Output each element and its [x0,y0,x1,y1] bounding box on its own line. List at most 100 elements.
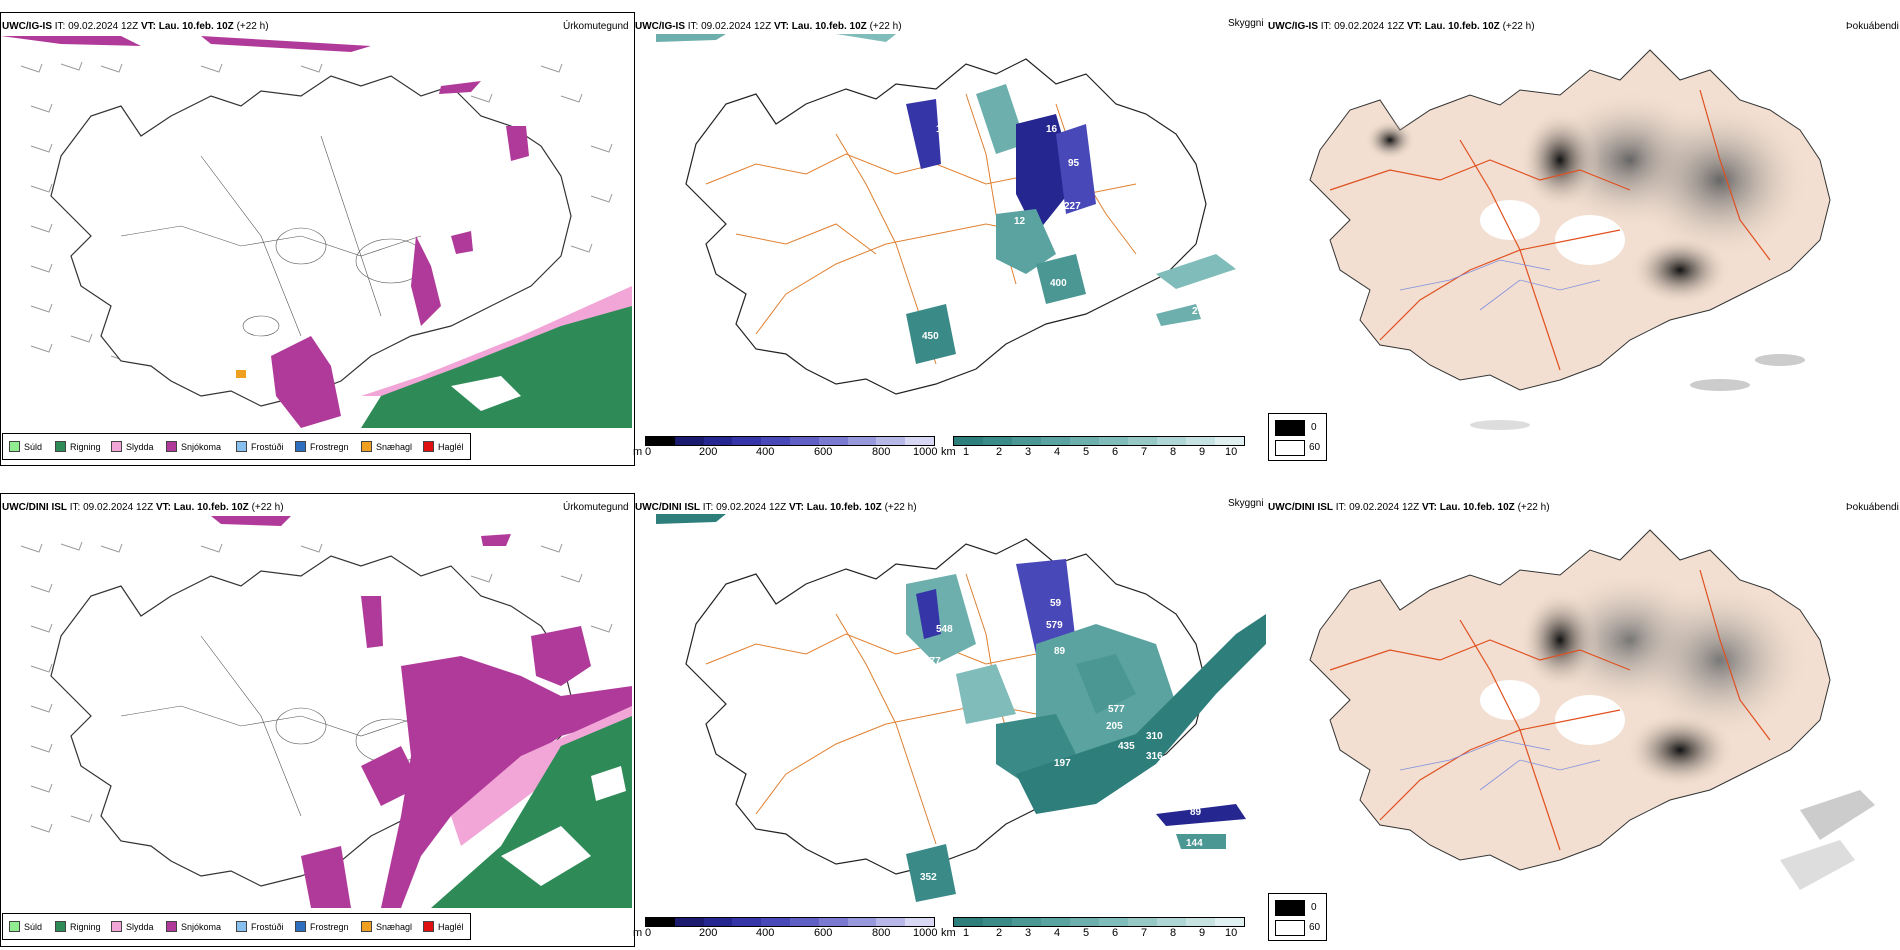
scale-unit-m: m [633,927,643,939]
legend-swatch [166,441,177,452]
visibility-label: 278 [1192,306,1209,317]
scale-unit-km: km [941,927,956,939]
legend-swatch [9,921,20,932]
colorbar-cell [1012,437,1041,445]
visibility-label: 579 [1046,620,1063,631]
visibility-map-bottom: 548 277 59 579 89 577 205 435 310 316 19… [656,514,1266,902]
legend-item: Súld [9,921,42,932]
scale-tick: 400 [756,927,775,939]
scale-tick: 7 [1141,446,1148,458]
scale-tick: 8 [1170,446,1177,458]
legend-item: Rigning [55,441,101,452]
colorbar-cell [983,437,1012,445]
scale-tick: 400 [756,446,775,458]
model-name: UWC/IG-IS [1268,21,1318,32]
panel-title-visibility: Skyggni [1228,498,1264,509]
colorbar-cell [1157,918,1186,926]
colorbar-cell [1012,918,1041,926]
visibility-label: 16 [1046,124,1058,135]
panel-header-bottom-left: UWC/DINI ISL IT: 09.02.2024 12Z VT: Lau.… [2,502,284,513]
scale-tick: 5 [1083,927,1090,939]
colorbar-cell [818,918,848,926]
legend-swatch [236,921,247,932]
legend-item: Snjókoma [166,921,221,932]
scale-tick: 5 [1083,446,1090,458]
visibility-label: 89 [1054,646,1066,657]
visibility-label: 310 [1146,731,1163,742]
panel-header-bottom-middle: UWC/DINI ISL IT: 09.02.2024 12Z VT: Lau.… [635,502,917,513]
colorbar-cell [1099,918,1128,926]
scale-tick: 9 [1199,927,1206,939]
legend-item: Rigning [55,921,101,932]
scale-tick: 2 [996,927,1003,939]
visibility-label: 548 [936,624,953,635]
valid-time-label: VT: [140,21,156,32]
model-name: UWC/DINI ISL [2,502,67,513]
valid-time-label: VT: [788,502,804,513]
legend-swatch [295,441,306,452]
legend-item: Snjókoma [166,441,221,452]
lead-time: (+22 h) [884,502,917,513]
panel-header-top-left: UWC/IG-IS IT: 09.02.2024 12Z VT: Lau. 10… [2,21,269,32]
colorbar-cell [703,437,733,445]
model-name: UWC/DINI ISL [1268,502,1333,513]
valid-time: Lau. 10.feb. 10Z [791,21,867,32]
valid-time: Lau. 10.feb. 10Z [173,502,249,513]
panel-header-bottom-right: UWC/DINI ISL IT: 09.02.2024 12Z VT: Lau.… [1268,502,1550,513]
legend-item: Slydda [111,921,154,932]
fog-label: 60 [1309,922,1321,933]
fog-legend-top: 0 60 [1268,413,1327,461]
visibility-colorbar-km [953,917,1245,927]
colorbar-cell [1041,918,1070,926]
precip-type-panel-top [0,12,635,466]
colorbar-cell [674,918,704,926]
visibility-label: 435 [1118,741,1135,752]
colorbar-cell [905,437,934,445]
colorbar-cell [1186,437,1215,445]
model-name: UWC/IG-IS [2,21,52,32]
scale-tick: 0 [645,446,652,458]
colorbar-cell [876,918,906,926]
visibility-scale-bottom: m 0 200 400 600 800 1000 km 1 2 3 4 5 6 … [633,917,1273,943]
scale-tick: 2 [996,446,1003,458]
valid-time: Lau. 10.feb. 10Z [1424,21,1500,32]
panel-title-fog: Þokuábendi [1846,21,1899,32]
visibility-label: 277 [924,656,941,667]
visibility-label: 450 [922,331,939,342]
colorbar-cell [761,918,790,926]
fog-label: 0 [1311,902,1317,913]
legend-item: Frostregn [295,921,349,932]
legend-item: Frostúði [236,921,284,932]
valid-time-label: VT: [773,21,789,32]
scale-tick: 800 [872,446,891,458]
precip-type-panel-bottom [0,493,635,947]
legend-swatch [55,441,66,452]
init-time: IT: 09.02.2024 12Z [1320,21,1405,32]
panel-title-fog: Þokuábendi [1846,502,1899,513]
legend-swatch [111,441,122,452]
colorbar-cell [847,918,877,926]
model-name: UWC/IG-IS [635,21,685,32]
valid-time: Lau. 10.feb. 10Z [1439,502,1515,513]
colorbar-cell [1099,437,1128,445]
legend-swatch [361,441,372,452]
visibility-colorbar-m [645,436,935,446]
legend-item: Haglél [423,921,464,932]
visibility-label: 59 [1050,598,1062,609]
scale-tick: 3 [1025,927,1032,939]
visibility-label: 144 [1186,838,1203,849]
init-time: IT: 09.02.2024 12Z [69,502,154,513]
precip-legend-bottom: Súld Rigning Slydda Snjókoma Frostúði Fr… [2,913,471,940]
scale-tick: 600 [814,446,833,458]
precip-legend-top: Súld Rigning Slydda Snjókoma Frostúði Fr… [2,433,471,460]
legend-swatch [361,921,372,932]
fog-map-top [1309,49,1831,430]
visibility-colorbar-km [953,436,1245,446]
visibility-scale-top: m 0 200 400 600 800 1000 km 1 2 3 4 5 6 … [633,436,1273,462]
precip-type-map-bottom [20,516,632,908]
scale-tick: 4 [1054,446,1061,458]
visibility-label: 400 [1050,278,1067,289]
colorbar-cell [761,437,790,445]
scale-tick: 7 [1141,927,1148,939]
scale-tick: 1 [963,446,970,458]
